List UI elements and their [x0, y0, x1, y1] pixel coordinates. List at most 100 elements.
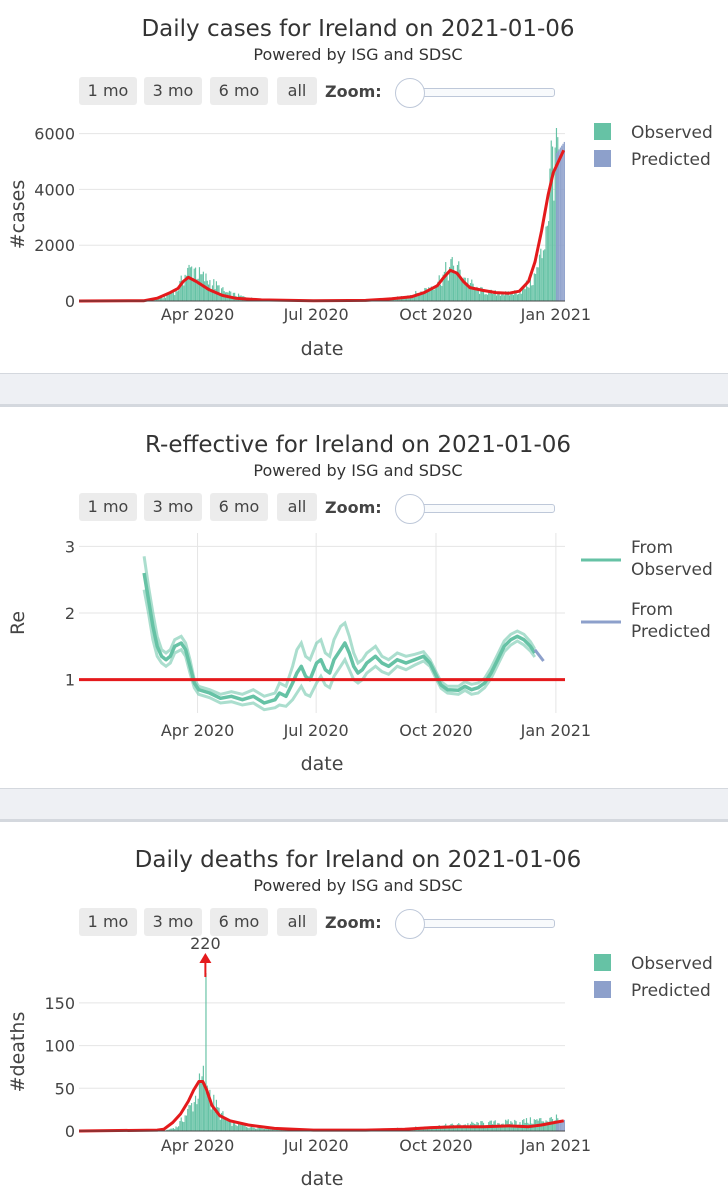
- range-all-button[interactable]: all: [277, 493, 317, 521]
- observed-bar: [479, 293, 481, 301]
- observed-bar: [184, 274, 186, 301]
- observed-bar: [187, 267, 189, 301]
- observed-bar: [548, 221, 550, 301]
- observed-bar: [412, 296, 414, 301]
- observed-bar: [185, 1115, 188, 1131]
- deaths-panel: Daily deaths for Ireland on 2021-01-06 P…: [0, 822, 728, 1200]
- range-6mo-button[interactable]: 6 mo: [210, 908, 268, 936]
- observed-bar: [479, 1126, 481, 1131]
- observed-bar: [465, 283, 468, 301]
- observed-bar: [433, 289, 435, 301]
- observed-bar: [168, 1129, 171, 1131]
- range-all-button[interactable]: all: [277, 908, 317, 936]
- deaths-title: Daily deaths for Ireland on 2021-01-06: [134, 847, 582, 873]
- observed-bar: [254, 1128, 257, 1131]
- observed-bar: [202, 1065, 204, 1131]
- observed-bar: [226, 1118, 228, 1131]
- predicted-bar: [559, 1120, 562, 1131]
- observed-bar: [434, 286, 436, 301]
- observed-bar: [510, 292, 512, 301]
- observed-bar: [551, 1118, 554, 1131]
- observed-bar: [522, 288, 524, 301]
- observed-bar: [497, 293, 499, 301]
- observed-bar: [419, 293, 421, 301]
- range-3mo-button[interactable]: 3 mo: [144, 77, 202, 105]
- x-tick-label: Apr 2020: [161, 1136, 234, 1155]
- observed-bar: [179, 1121, 181, 1131]
- observed-bar: [541, 258, 543, 301]
- observed-bar: [468, 1125, 470, 1131]
- observed-bar: [416, 293, 418, 301]
- observed-bar: [417, 295, 419, 301]
- observed-bar: [207, 284, 210, 301]
- observed-bar: [181, 1121, 184, 1131]
- smoothed-line: [78, 149, 566, 303]
- observed-bar: [193, 1102, 195, 1131]
- observed-bar: [201, 1076, 203, 1131]
- observed-bar: [209, 1089, 211, 1131]
- re-subtitle: Powered by ISG and SDSC: [253, 461, 463, 480]
- observed-bar: [503, 295, 505, 301]
- observed-bar: [421, 292, 423, 301]
- observed-bar: [211, 285, 214, 301]
- observed-bar: [473, 287, 475, 301]
- y-tick-label: 1: [65, 671, 75, 690]
- observed-bar: [175, 1126, 177, 1131]
- range-6mo-button[interactable]: 6 mo: [210, 493, 268, 521]
- y-tick-label: 0: [65, 1122, 75, 1141]
- predicted-bar: [561, 1120, 563, 1131]
- predicted-bar: [561, 145, 563, 301]
- y-axis-label: #cases: [7, 180, 29, 250]
- observed-bar: [188, 264, 190, 301]
- zoom-slider-handle[interactable]: [395, 78, 425, 108]
- predicted-bar: [557, 1120, 559, 1131]
- observed-bar: [449, 267, 451, 301]
- predicted-bar: [558, 149, 560, 301]
- x-tick-label: Oct 2020: [399, 721, 472, 740]
- y-tick-label: 50: [55, 1079, 75, 1098]
- zoom-label: Zoom:: [325, 82, 382, 101]
- observed-bar: [166, 293, 168, 301]
- range-1mo-button[interactable]: 1 mo: [79, 908, 137, 936]
- observed-bar: [258, 1127, 260, 1131]
- observed-bar: [489, 289, 491, 301]
- observed-bar: [494, 290, 496, 301]
- observed-bar: [219, 293, 221, 301]
- observed-bar: [270, 1128, 272, 1131]
- range-all-button[interactable]: all: [277, 77, 317, 105]
- x-tick-label: Jul 2020: [283, 305, 349, 324]
- observed-bar: [164, 297, 167, 301]
- observed-bar: [241, 1124, 244, 1131]
- observed-bar: [505, 291, 507, 301]
- observed-bar: [508, 295, 511, 301]
- range-1mo-button[interactable]: 1 mo: [79, 77, 137, 105]
- observed-bar: [542, 250, 545, 301]
- observed-bar: [426, 1127, 429, 1131]
- observed-bar: [538, 254, 541, 301]
- y-tick-label: 100: [44, 1037, 75, 1056]
- observed-bar: [532, 285, 534, 301]
- range-3mo-button[interactable]: 3 mo: [144, 908, 202, 936]
- range-3mo-button[interactable]: 3 mo: [144, 493, 202, 521]
- observed-bar: [180, 1117, 182, 1131]
- observed-bar: [525, 1118, 528, 1131]
- observed-bar: [185, 275, 188, 301]
- y-tick-label: 0: [65, 292, 75, 311]
- range-1mo-button[interactable]: 1 mo: [79, 493, 137, 521]
- observed-bar: [429, 288, 431, 301]
- panel-separator: [0, 373, 728, 407]
- range-6mo-button[interactable]: 6 mo: [210, 77, 268, 105]
- observed-bar: [554, 1120, 556, 1131]
- observed-bar: [395, 298, 397, 301]
- re-title: R-effective for Ireland on 2021-01-06: [144, 432, 572, 458]
- observed-bar: [257, 1127, 259, 1131]
- zoom-slider-handle[interactable]: [395, 494, 425, 524]
- observed-bar: [267, 1128, 270, 1131]
- observed-bar: [508, 1124, 511, 1131]
- observed-bar: [235, 1124, 237, 1131]
- observed-bar: [439, 1127, 442, 1131]
- observed-bar: [441, 1127, 443, 1131]
- observed-bar: [516, 1124, 518, 1131]
- observed-bar: [256, 1128, 258, 1131]
- zoom-slider-handle[interactable]: [395, 909, 425, 939]
